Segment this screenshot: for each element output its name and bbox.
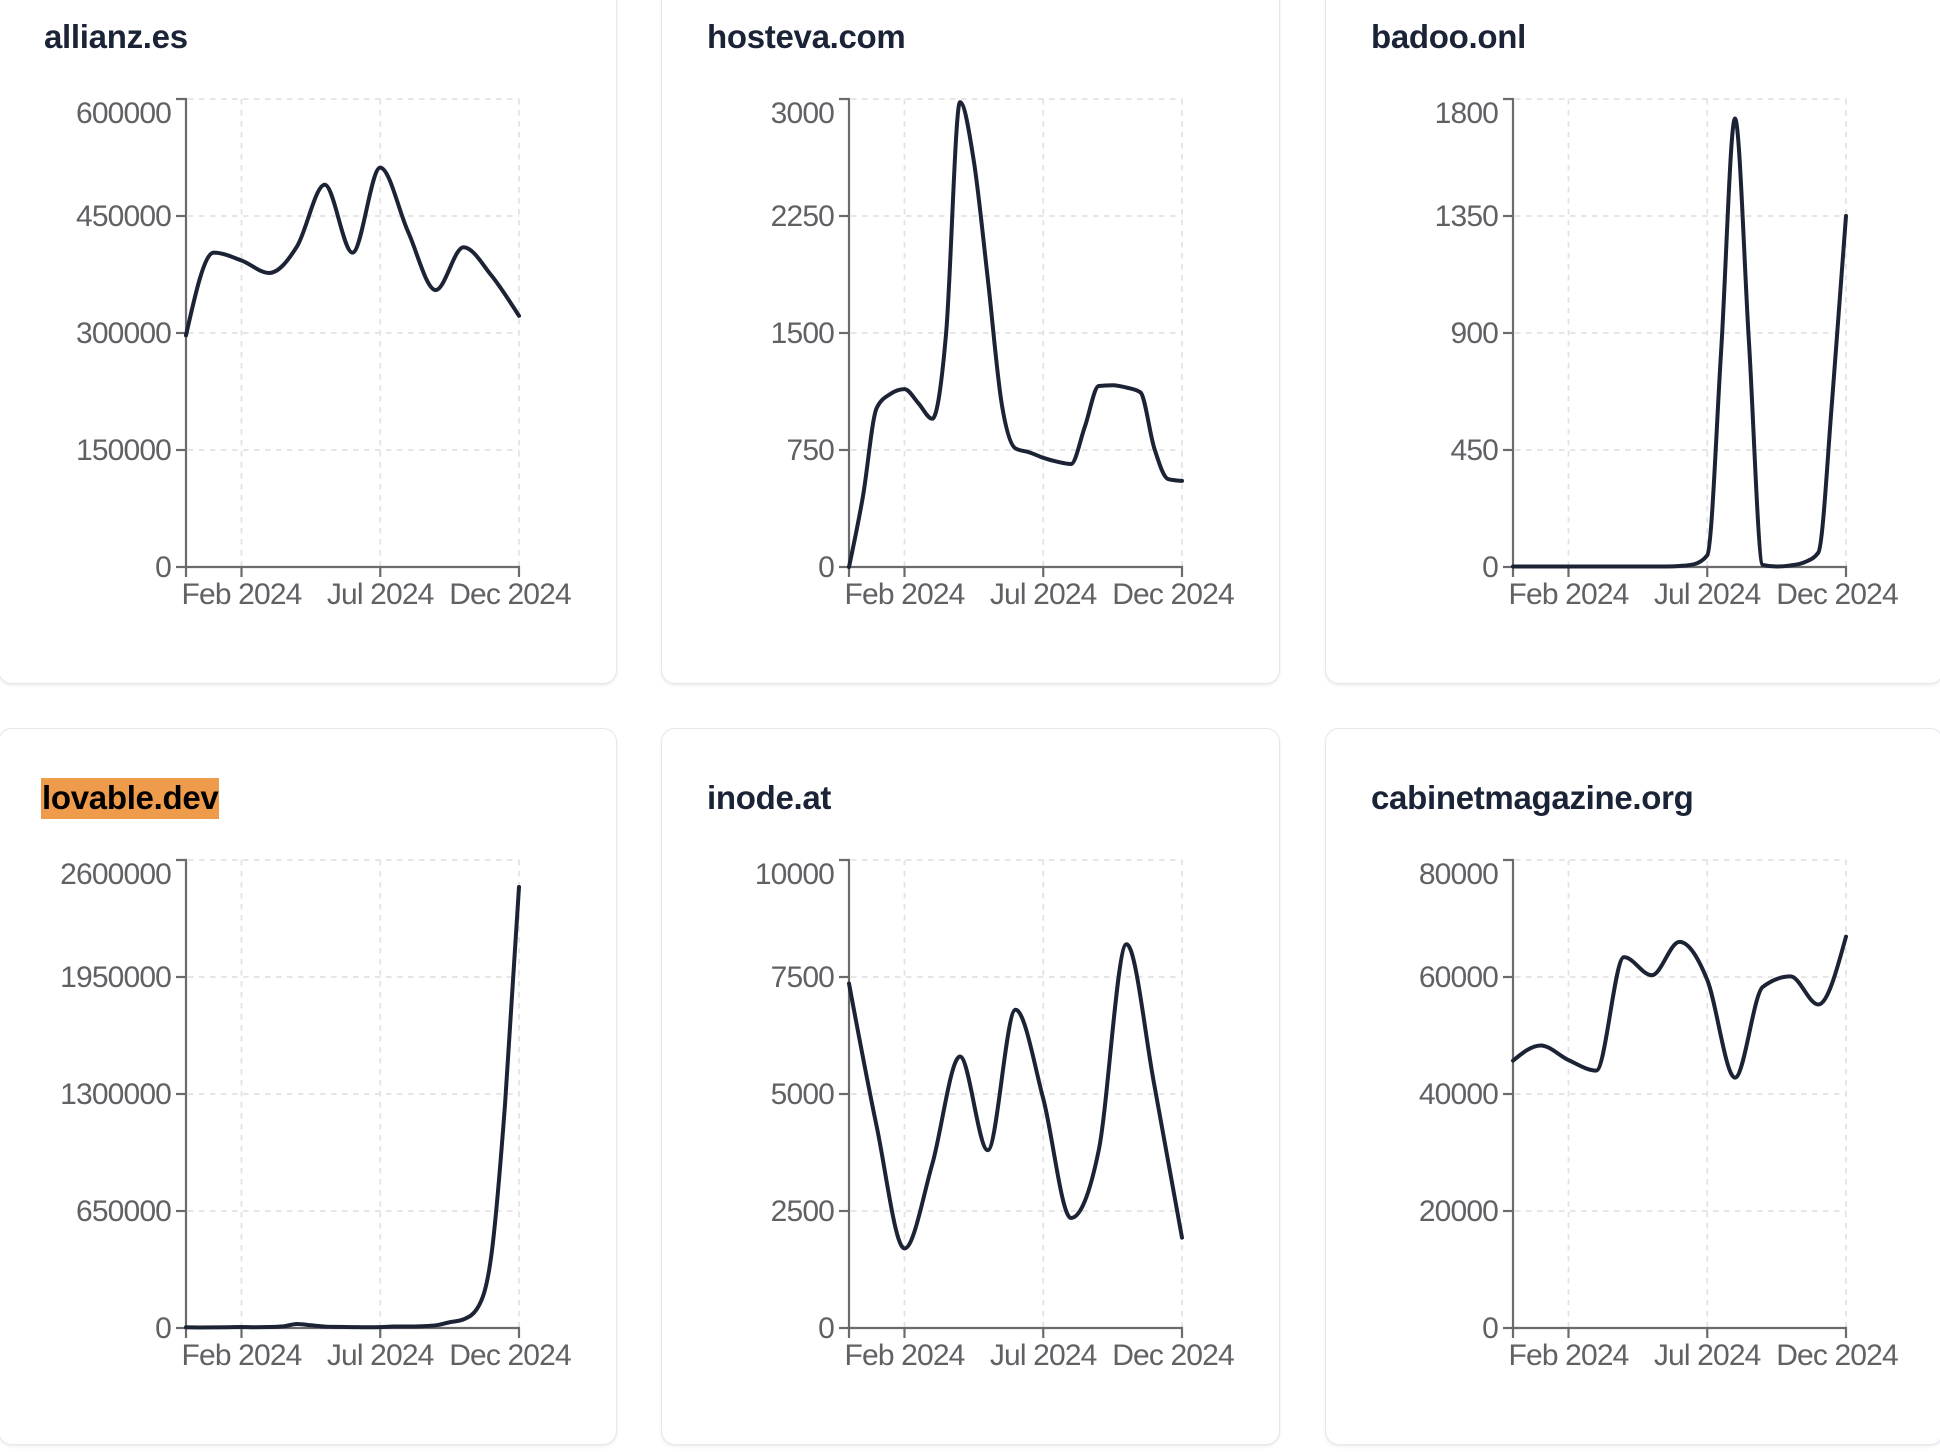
svg-text:Dec 2024: Dec 2024 xyxy=(1776,578,1898,611)
svg-text:Jul 2024: Jul 2024 xyxy=(327,578,434,611)
svg-text:2500: 2500 xyxy=(771,1195,835,1228)
svg-text:Feb 2024: Feb 2024 xyxy=(1509,578,1629,611)
svg-text:150000: 150000 xyxy=(76,434,171,467)
svg-text:900: 900 xyxy=(1450,317,1498,350)
svg-text:80000: 80000 xyxy=(1419,858,1498,891)
svg-text:1350: 1350 xyxy=(1435,200,1499,233)
svg-text:40000: 40000 xyxy=(1419,1078,1498,1111)
svg-text:3000: 3000 xyxy=(771,97,835,130)
svg-text:0: 0 xyxy=(818,1312,834,1345)
svg-text:Feb 2024: Feb 2024 xyxy=(182,578,302,611)
svg-text:450: 450 xyxy=(1450,434,1498,467)
svg-text:0: 0 xyxy=(155,1312,171,1345)
svg-text:10000: 10000 xyxy=(755,858,834,891)
svg-text:7500: 7500 xyxy=(771,961,835,994)
svg-text:Jul 2024: Jul 2024 xyxy=(990,1339,1097,1372)
svg-text:1500: 1500 xyxy=(771,317,835,350)
svg-text:Jul 2024: Jul 2024 xyxy=(1654,1339,1761,1372)
svg-text:1950000: 1950000 xyxy=(60,961,171,994)
svg-text:0: 0 xyxy=(155,551,171,584)
svg-text:Dec 2024: Dec 2024 xyxy=(449,578,571,611)
svg-text:0: 0 xyxy=(1482,1312,1498,1345)
svg-text:600000: 600000 xyxy=(76,97,171,130)
svg-text:450000: 450000 xyxy=(76,200,171,233)
svg-text:Dec 2024: Dec 2024 xyxy=(1776,1339,1898,1372)
svg-text:Jul 2024: Jul 2024 xyxy=(1654,578,1761,611)
svg-text:2250: 2250 xyxy=(771,200,835,233)
svg-text:Feb 2024: Feb 2024 xyxy=(1509,1339,1629,1372)
svg-text:650000: 650000 xyxy=(76,1195,171,1228)
svg-text:1300000: 1300000 xyxy=(60,1078,171,1111)
svg-text:750: 750 xyxy=(786,434,834,467)
svg-text:Feb 2024: Feb 2024 xyxy=(845,1339,965,1372)
svg-text:Dec 2024: Dec 2024 xyxy=(1112,578,1234,611)
svg-text:60000: 60000 xyxy=(1419,961,1498,994)
svg-text:300000: 300000 xyxy=(76,317,171,350)
svg-text:1800: 1800 xyxy=(1435,97,1499,130)
svg-text:Dec 2024: Dec 2024 xyxy=(1112,1339,1234,1372)
svg-text:Jul 2024: Jul 2024 xyxy=(990,578,1097,611)
svg-text:0: 0 xyxy=(1482,551,1498,584)
svg-text:2600000: 2600000 xyxy=(60,858,171,891)
svg-text:Dec 2024: Dec 2024 xyxy=(449,1339,571,1372)
svg-text:0: 0 xyxy=(818,551,834,584)
svg-text:5000: 5000 xyxy=(771,1078,835,1111)
svg-text:Feb 2024: Feb 2024 xyxy=(182,1339,302,1372)
svg-text:Jul 2024: Jul 2024 xyxy=(327,1339,434,1372)
svg-text:20000: 20000 xyxy=(1419,1195,1498,1228)
svg-text:Feb 2024: Feb 2024 xyxy=(845,578,965,611)
